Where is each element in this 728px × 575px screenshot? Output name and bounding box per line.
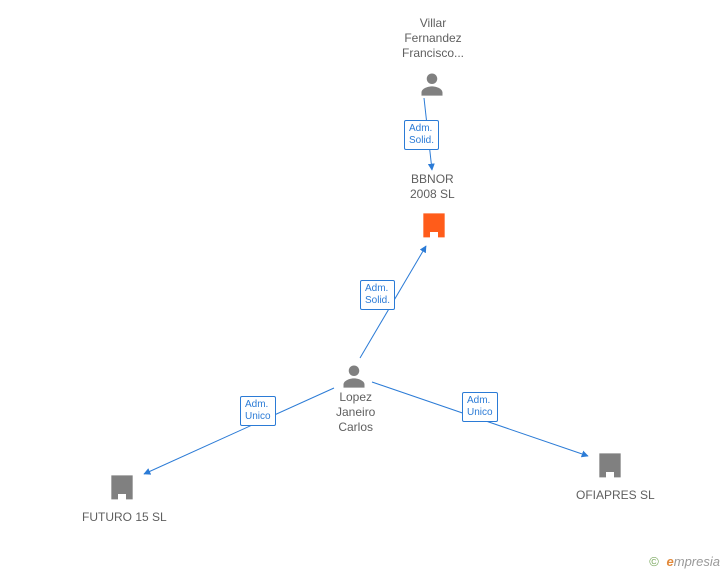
edge-label-lopez-futuro: Adm. Unico — [240, 396, 276, 426]
node-label-ofiapres: OFIAPRES SL — [576, 488, 655, 503]
node-label-lopez: Lopez Janeiro Carlos — [336, 390, 375, 435]
person-icon — [418, 70, 446, 103]
copyright-symbol: © — [649, 554, 659, 569]
building-icon — [106, 470, 138, 507]
node-label-villar: Villar Fernandez Francisco... — [402, 16, 464, 61]
brand-rest: mpresia — [674, 554, 720, 569]
building-icon — [594, 448, 626, 485]
building-icon — [418, 208, 450, 245]
edge-label-villar-bbnor: Adm. Solid. — [404, 120, 439, 150]
edge-label-lopez-bbnor: Adm. Solid. — [360, 280, 395, 310]
node-label-futuro: FUTURO 15 SL — [82, 510, 167, 525]
edge-label-lopez-ofiapres: Adm. Unico — [462, 392, 498, 422]
edge-lopez-futuro — [144, 388, 334, 474]
watermark: © empresia — [649, 554, 720, 569]
brand-first-letter: e — [667, 554, 674, 569]
diagram-canvas: Adm. Solid. Adm. Solid. Adm. Unico Adm. … — [0, 0, 728, 575]
node-label-bbnor: BBNOR 2008 SL — [410, 172, 455, 202]
